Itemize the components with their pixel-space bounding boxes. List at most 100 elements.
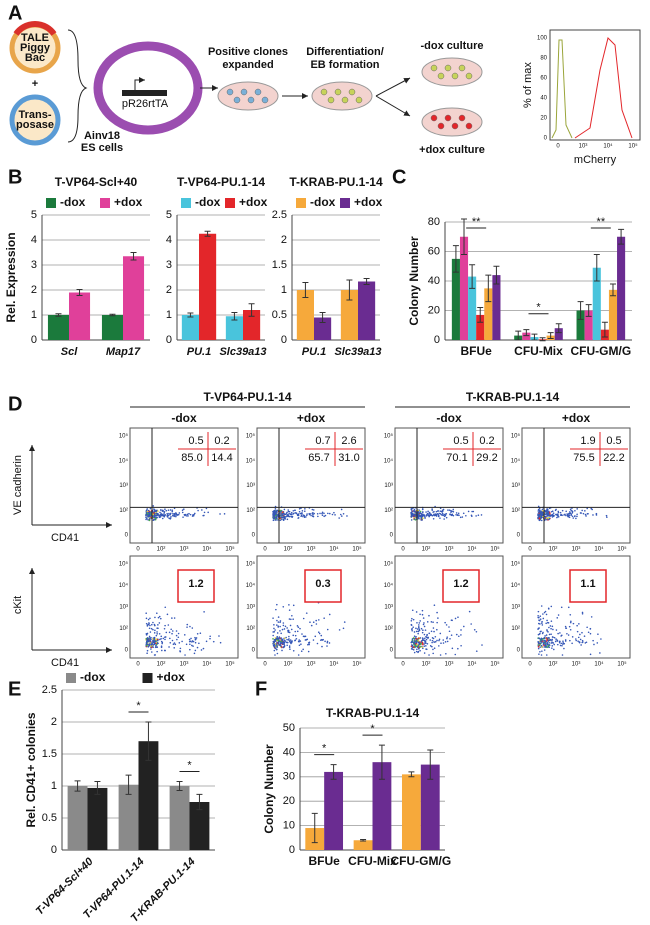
cell-dot <box>148 519 151 522</box>
y-tick-label: 30 <box>283 771 295 783</box>
cell-dot <box>547 631 549 633</box>
y-tick-label: 10 <box>283 820 295 832</box>
cell-dot <box>294 639 297 642</box>
cell-dot <box>539 640 542 642</box>
cell-dot <box>572 517 575 519</box>
cell-dot <box>547 637 549 639</box>
cell-dot <box>276 624 278 626</box>
error-bar <box>609 283 616 297</box>
chart-title: T-VP64-PU.1-14 <box>177 175 265 189</box>
cell-dot <box>445 624 448 626</box>
cell-dot <box>283 513 286 516</box>
legend-label: +dox <box>354 195 383 209</box>
cell-dot <box>539 632 541 635</box>
cell-dot <box>568 514 571 517</box>
error-bar <box>515 330 522 341</box>
cell-dot <box>415 650 418 653</box>
cell-dot <box>545 634 548 636</box>
tick-label: 10⁵ <box>384 433 394 440</box>
cell-dot <box>147 618 150 621</box>
y-tick-label: 40 <box>283 746 295 758</box>
quadrant-value: 14.4 <box>211 452 232 464</box>
cell-dot <box>153 518 155 521</box>
cell-dot <box>569 639 571 642</box>
cell-dot <box>150 643 153 646</box>
legend-label: +dox <box>157 670 186 684</box>
cell-dot <box>159 638 161 641</box>
cell-dot <box>413 510 415 513</box>
cell-dot <box>439 654 442 656</box>
cell-dot <box>460 629 462 631</box>
tick-label: 10⁵ <box>628 143 638 150</box>
cell-dot <box>168 646 170 648</box>
cell-dot <box>303 635 306 638</box>
error-bar <box>585 304 592 317</box>
cell-dot <box>472 510 475 513</box>
cell-dot <box>475 515 477 517</box>
cell-dot <box>421 639 424 641</box>
cell-dot <box>457 635 460 638</box>
cell-dot <box>160 513 163 516</box>
cell-dot <box>169 637 171 640</box>
cell-dot <box>275 510 278 513</box>
cell-dot <box>537 622 540 625</box>
cell-dot <box>290 618 292 621</box>
cell-dot <box>562 643 564 645</box>
cell-dot <box>149 624 151 627</box>
error-bar <box>330 764 337 780</box>
cell-dot <box>595 512 598 515</box>
tick-label: 10² <box>384 508 393 514</box>
cell-dot <box>158 622 161 624</box>
cell-dot <box>288 604 290 606</box>
cell-dot <box>205 507 208 510</box>
cell-dot <box>280 511 282 513</box>
cell-dot <box>277 639 280 642</box>
cell-dot <box>146 641 148 643</box>
cell-dot <box>150 648 152 650</box>
cell-dot <box>277 515 279 518</box>
cell-dot <box>198 642 200 645</box>
y-tick-label: 40 <box>428 275 440 287</box>
label: Differentiation/ <box>306 46 384 58</box>
cell-dot <box>593 643 595 646</box>
condition-label: -dox <box>171 411 197 425</box>
cell-dot <box>415 638 418 640</box>
cell-dot <box>145 516 147 519</box>
cell-dot <box>153 516 155 519</box>
colony <box>233 96 241 104</box>
cell-dot <box>150 627 153 630</box>
cell-dot <box>421 609 424 612</box>
histogram-curve <box>551 39 573 139</box>
colony <box>430 64 438 72</box>
cell-dot <box>171 632 173 635</box>
cell-dot <box>545 510 548 513</box>
cell-dot <box>290 642 292 645</box>
cell-dot <box>150 636 152 639</box>
cell-dot <box>292 649 295 652</box>
cell-dot <box>190 637 192 640</box>
bar <box>199 233 217 340</box>
cell-dot <box>566 514 569 516</box>
cell-dot <box>417 624 420 626</box>
cell-dot <box>417 641 420 644</box>
cell-dot <box>152 628 154 631</box>
cell-dot <box>568 625 571 628</box>
x-tick-label: PU.1 <box>187 346 211 358</box>
bar <box>420 764 440 850</box>
cell-dot <box>321 512 323 515</box>
cell-dot <box>157 642 159 645</box>
cell-dot <box>200 649 203 651</box>
colony <box>444 114 452 122</box>
plot-frame <box>256 427 366 544</box>
cell-dot <box>423 645 426 647</box>
cell-dot <box>546 508 548 510</box>
cell-dot <box>342 513 345 515</box>
cell-dot <box>417 626 420 628</box>
cell-dot <box>145 644 148 647</box>
cell-dot <box>437 510 440 512</box>
cell-dot <box>163 649 166 652</box>
cell-dot <box>145 643 148 645</box>
axis-label: VE cadherin <box>12 455 24 515</box>
cell-dot <box>538 616 540 619</box>
quadrant-value: 0.5 <box>188 435 203 447</box>
